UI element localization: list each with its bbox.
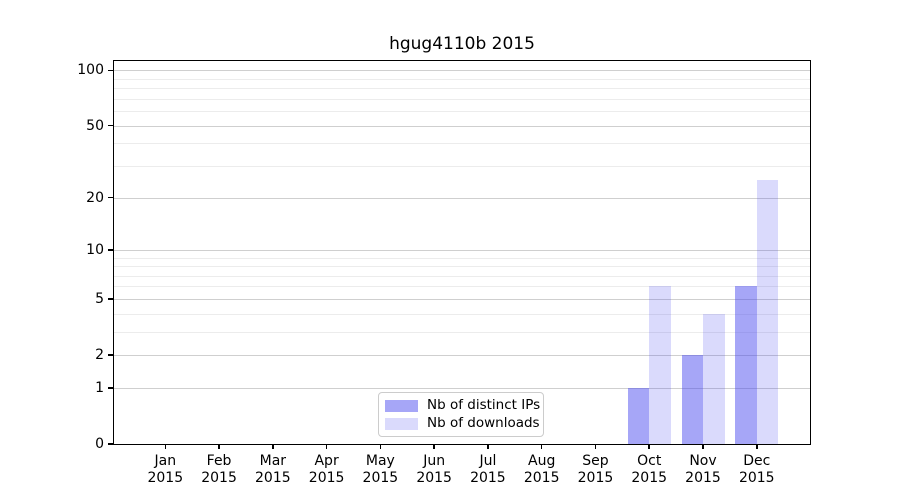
legend-swatch-distinct-ips <box>385 399 418 412</box>
y-tick <box>108 387 114 389</box>
x-tick <box>218 444 220 449</box>
y-tick-label: 0 <box>95 436 104 452</box>
x-tick <box>164 444 167 449</box>
legend-label-downloads: Nb of downloads <box>427 415 540 431</box>
minor-gridline <box>114 78 810 80</box>
minor-gridline <box>114 88 810 90</box>
y-tick <box>108 354 114 356</box>
y-tick <box>108 124 114 127</box>
x-tick-label: Nov 2015 <box>685 453 721 486</box>
bars-layer <box>114 61 810 444</box>
x-tick-label: Mar 2015 <box>255 453 291 486</box>
legend-entry-downloads: Nb of downloads <box>385 416 540 431</box>
bar-distinct-ips <box>627 387 650 444</box>
x-tick <box>379 444 382 449</box>
major-gridline <box>114 125 810 127</box>
major-gridline <box>114 70 810 72</box>
gridlines-layer <box>114 61 810 444</box>
legend-label-distinct-ips: Nb of distinct IPs <box>427 397 541 413</box>
x-tick-label: Jun 2015 <box>416 453 452 486</box>
major-gridline <box>114 387 810 389</box>
x-tick <box>756 444 758 449</box>
major-gridline <box>114 249 810 251</box>
minor-gridline <box>114 98 810 100</box>
y-tick <box>108 69 114 72</box>
y-tick <box>108 443 114 445</box>
y-tick-label: 2 <box>95 347 104 364</box>
y-tick-label: 20 <box>86 189 104 206</box>
minor-gridline <box>114 331 810 333</box>
chart-title: hgug4110b 2015 <box>389 34 535 54</box>
bar-downloads <box>649 286 671 444</box>
y-tick-label: 10 <box>86 241 104 258</box>
x-tick-label: Aug 2015 <box>523 453 560 486</box>
x-tick <box>272 444 274 449</box>
bar-downloads <box>756 180 779 444</box>
minor-gridline <box>114 286 810 288</box>
minor-gridline <box>114 275 810 277</box>
x-tick-label: Jan 2015 <box>147 453 184 486</box>
bar-downloads <box>703 313 725 444</box>
y-tick-label: 1 <box>95 379 104 396</box>
x-tick-label: Sep 2015 <box>577 453 614 486</box>
x-tick-label: Feb 2015 <box>201 453 237 486</box>
y-tick-label: 50 <box>86 117 104 134</box>
y-tick <box>108 249 114 251</box>
x-tick <box>648 444 650 449</box>
legend: Nb of distinct IPs Nb of downloads <box>378 392 544 437</box>
bar-distinct-ips <box>735 286 757 444</box>
minor-gridline <box>114 257 810 259</box>
x-tick-label: Dec 2015 <box>738 453 775 486</box>
major-gridline <box>114 298 810 300</box>
y-tick <box>108 298 114 300</box>
x-tick <box>540 444 543 449</box>
bar-distinct-ips <box>681 355 703 444</box>
x-tick <box>325 444 328 449</box>
x-tick-label: Jul 2015 <box>470 453 506 486</box>
minor-gridline <box>114 143 810 145</box>
major-gridline <box>114 197 810 199</box>
x-tick-label: May 2015 <box>362 453 399 486</box>
y-tick <box>108 196 114 199</box>
major-gridline <box>114 355 810 357</box>
x-tick-label: Apr 2015 <box>308 453 345 486</box>
minor-gridline <box>114 111 810 113</box>
x-tick <box>433 444 435 449</box>
axes-border <box>113 60 811 445</box>
y-tick-label: 100 <box>77 62 104 79</box>
minor-gridline <box>114 166 810 167</box>
x-tick <box>594 444 597 449</box>
legend-entry-distinct-ips: Nb of distinct IPs <box>385 398 540 413</box>
plot-area <box>113 60 811 445</box>
minor-gridline <box>114 313 810 315</box>
y-tick-label: 5 <box>95 290 104 307</box>
x-tick-label: Oct 2015 <box>631 453 668 486</box>
legend-swatch-downloads <box>385 417 418 430</box>
x-tick <box>487 444 489 449</box>
minor-gridline <box>114 266 810 268</box>
x-tick <box>702 444 704 449</box>
